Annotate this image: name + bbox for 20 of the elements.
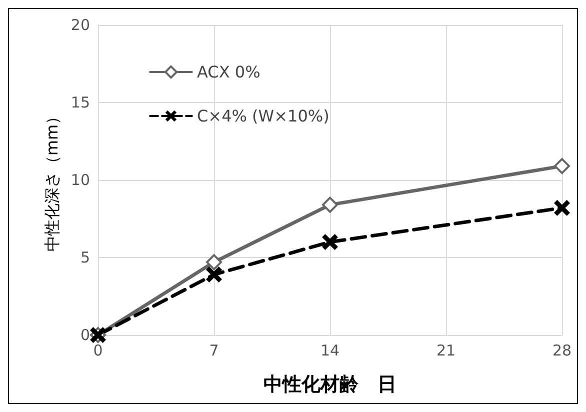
point (322, 234, 338, 250)
legend-label: ACX 0% (197, 62, 260, 82)
x-tick-label: 0 (93, 342, 103, 360)
point (554, 200, 570, 216)
y-tick-label: 10 (70, 171, 90, 189)
point (206, 254, 222, 270)
point (554, 158, 570, 174)
x-tick-label: 28 (552, 342, 572, 360)
y-tick-label: 20 (70, 16, 90, 34)
x-tick-label: 21 (436, 342, 456, 360)
point (322, 196, 338, 213)
y-axis-title: 中性化深さ（mm） (42, 108, 62, 252)
y-tick-label: 5 (80, 248, 90, 266)
legend-label: C×4% (W×10%) (197, 106, 330, 126)
point (206, 266, 222, 283)
x-tick-label: 14 (320, 342, 340, 360)
x-tick-label: 7 (209, 342, 219, 360)
y-tick-label: 0 (80, 326, 90, 344)
y-tick-label: 15 (70, 94, 90, 112)
x-axis-title: 中性化材齢 日 (264, 374, 396, 396)
